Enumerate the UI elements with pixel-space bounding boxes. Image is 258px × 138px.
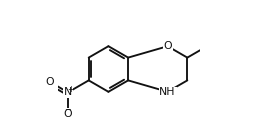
Text: N: N: [64, 87, 72, 97]
Text: O: O: [163, 41, 172, 51]
Text: NH: NH: [159, 87, 176, 97]
Text: +: +: [67, 85, 74, 94]
Text: O: O: [45, 77, 54, 87]
Text: −: −: [64, 105, 71, 114]
Text: O: O: [64, 109, 72, 119]
